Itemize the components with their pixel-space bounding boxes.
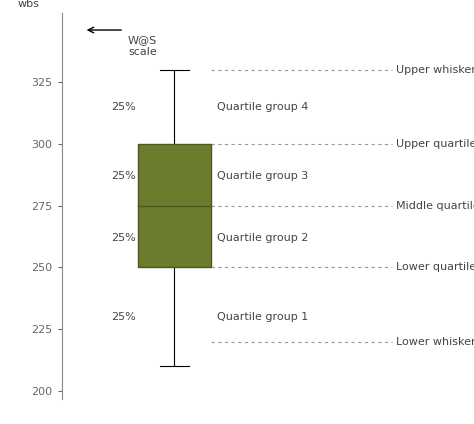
Text: Lower quartile: Lower quartile xyxy=(396,262,474,273)
Text: Middle quartile / median: Middle quartile / median xyxy=(396,201,474,211)
Text: 25%: 25% xyxy=(111,102,136,112)
Bar xyxy=(138,144,210,268)
Text: wbs: wbs xyxy=(18,0,39,9)
Text: Upper whisker: Upper whisker xyxy=(396,64,474,75)
Text: Quartile group 1: Quartile group 1 xyxy=(217,312,308,322)
Text: 25%: 25% xyxy=(111,233,136,243)
Text: Lower whisker: Lower whisker xyxy=(396,337,474,347)
Text: 25%: 25% xyxy=(111,312,136,322)
Text: Upper quartile: Upper quartile xyxy=(396,139,474,149)
Text: Quartile group 3: Quartile group 3 xyxy=(217,171,308,181)
Text: Quartile group 2: Quartile group 2 xyxy=(217,233,308,243)
Text: Quartile group 4: Quartile group 4 xyxy=(217,102,308,112)
Text: 25%: 25% xyxy=(111,171,136,181)
Text: W@S
scale: W@S scale xyxy=(128,35,157,56)
